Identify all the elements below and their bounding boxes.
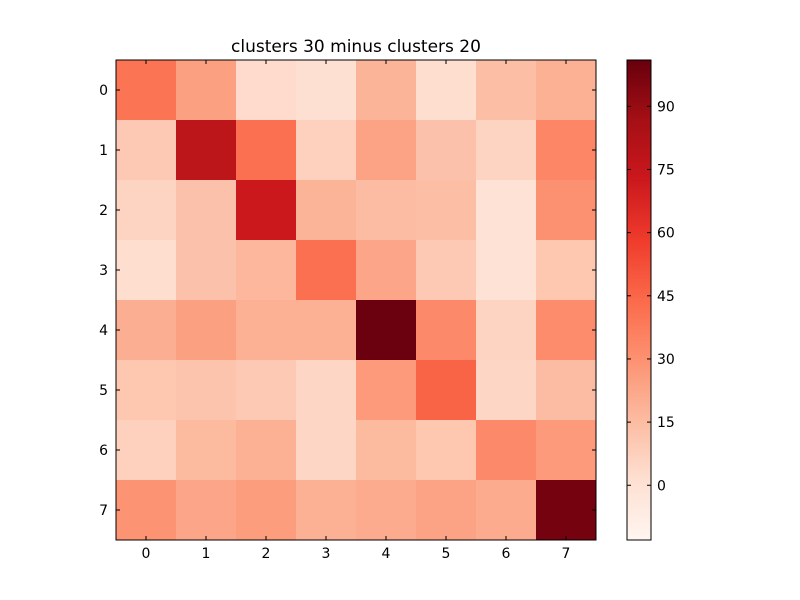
heatmap-cell: [356, 120, 417, 181]
x-tick-label: 0: [142, 546, 151, 562]
heatmap-cell: [296, 360, 357, 421]
colorbar-tick-label: 30: [657, 352, 675, 368]
heatmap-cell: [476, 180, 537, 241]
heatmap-cell: [356, 360, 417, 421]
heatmap-cell: [476, 240, 537, 301]
colorbar-tick-label: 75: [657, 162, 675, 178]
heatmap-cell: [356, 60, 417, 121]
heatmap-cell: [296, 300, 357, 361]
heatmap-cell: [476, 120, 537, 181]
heatmap-cell: [116, 60, 177, 121]
heatmap-cell: [356, 300, 417, 361]
colorbar-tick-label: 60: [657, 226, 675, 242]
heatmap-cell: [116, 420, 177, 481]
heatmap-cell: [236, 480, 297, 541]
heatmap-cell: [176, 180, 237, 241]
heatmap-cell: [416, 240, 477, 301]
heatmap-cell: [296, 480, 357, 541]
heatmap-cell: [176, 300, 237, 361]
colorbar-tick-label: 15: [657, 415, 675, 431]
heatmap-cell: [536, 480, 597, 541]
heatmap-cell: [536, 180, 597, 241]
heatmap-cell: [236, 60, 297, 121]
x-tick-label: 3: [322, 546, 331, 562]
colorbar-tick-label: 90: [657, 99, 675, 115]
heatmap-cell: [176, 480, 237, 541]
heatmap-cell: [476, 420, 537, 481]
heatmap-cell: [116, 480, 177, 541]
plot-frame: [115, 59, 597, 541]
heatmap-cell: [476, 480, 537, 541]
heatmap-cell: [476, 300, 537, 361]
heatmap-cells: [116, 60, 597, 541]
heatmap-cell: [296, 120, 357, 181]
y-axis: 0 1 2 3 4 5 6 7: [99, 83, 596, 519]
heatmap-cell: [116, 300, 177, 361]
heatmap-cell: [416, 360, 477, 421]
heatmap-cell: [416, 480, 477, 541]
heatmap-cell: [116, 360, 177, 421]
heatmap-cell: [476, 60, 537, 121]
heatmap-cell: [416, 60, 477, 121]
y-tick-label: 1: [99, 143, 108, 159]
heatmap-cell: [176, 120, 237, 181]
heatmap-cell: [416, 180, 477, 241]
heatmap-cell: [176, 420, 237, 481]
x-tick-label: 6: [502, 546, 511, 562]
y-tick-label: 0: [99, 83, 108, 99]
y-tick-label: 3: [99, 263, 108, 279]
heatmap-cell: [236, 180, 297, 241]
x-tick-label: 4: [382, 546, 391, 562]
heatmap-cell: [116, 180, 177, 241]
y-tick-label: 2: [99, 203, 108, 219]
heatmap-cell: [476, 360, 537, 421]
colorbar: [626, 59, 652, 541]
heatmap-cell: [416, 420, 477, 481]
heatmap-cell: [236, 300, 297, 361]
y-tick-label: 6: [99, 443, 108, 459]
heatmap-cell: [296, 60, 357, 121]
x-tick-label: 5: [442, 546, 451, 562]
y-tick-label: 5: [99, 383, 108, 399]
heatmap-cell: [296, 420, 357, 481]
heatmap-cell: [356, 240, 417, 301]
heatmap-cell: [536, 120, 597, 181]
x-tick-label: 2: [262, 546, 271, 562]
colorbar-tick-label: 0: [657, 478, 666, 494]
heatmap-cell: [536, 300, 597, 361]
x-tick-label: 1: [202, 546, 211, 562]
heatmap-cell: [296, 240, 357, 301]
heatmap-cell: [236, 360, 297, 421]
heatmap-cell: [536, 60, 597, 121]
chart-title: clusters 30 minus clusters 20: [231, 37, 481, 57]
colorbar-tick-label: 45: [657, 289, 675, 305]
heatmap-cell: [356, 480, 417, 541]
x-axis: 0 1 2 3 4 5 6 7: [142, 60, 571, 562]
y-tick-label: 7: [99, 503, 108, 519]
x-tick-label: 7: [562, 546, 571, 562]
heatmap-cell: [356, 180, 417, 241]
heatmap-cell: [356, 420, 417, 481]
heatmap-cell: [536, 240, 597, 301]
heatmap-cell: [176, 360, 237, 421]
heatmap-cell: [416, 120, 477, 181]
heatmap-cell: [236, 240, 297, 301]
heatmap-cell: [536, 360, 597, 421]
heatmap-cell: [176, 240, 237, 301]
heatmap-cell: [416, 300, 477, 361]
colorbar-axis: 0 15 30 45 60 75 90: [627, 99, 675, 494]
heatmap-cell: [176, 60, 237, 121]
heatmap-cell: [116, 120, 177, 181]
heatmap-cell: [236, 120, 297, 181]
heatmap-cell: [116, 240, 177, 301]
heatmap-cell: [296, 180, 357, 241]
heatmap-cell: [536, 420, 597, 481]
heatmap-cell: [236, 420, 297, 481]
y-tick-label: 4: [99, 323, 108, 339]
